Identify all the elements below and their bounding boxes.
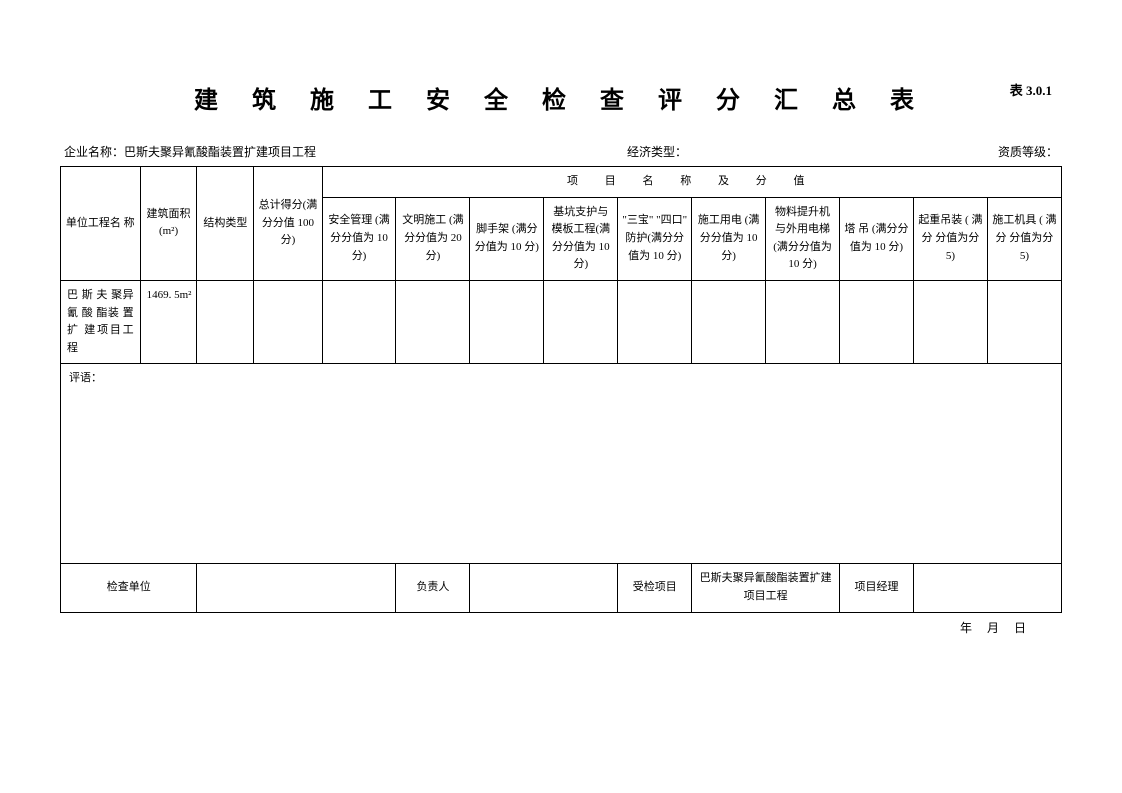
header-project-items: 项 目 名 称 及 分 值 (322, 167, 1061, 198)
header-item-7: 塔 吊 (满分分值为 10 分) (840, 197, 914, 280)
header-item-3: 基坑支护与模板工程(满分分值为 10 分) (544, 197, 618, 280)
cell-item-7 (840, 280, 914, 363)
header-item-8: 起重吊装 ( 满 分 分值为分 5) (913, 197, 987, 280)
cell-total-score (254, 280, 322, 363)
cell-item-8 (913, 280, 987, 363)
footer-responsible-value (470, 564, 618, 612)
header-item-5: 施工用电 (满分分值为 10 分) (692, 197, 766, 280)
footer-responsible-label: 负责人 (396, 564, 470, 612)
cell-item-6 (766, 280, 840, 363)
footer-check-unit-label: 检查单位 (61, 564, 197, 612)
header-item-2: 脚手架 (满分分值为 10 分) (470, 197, 544, 280)
cell-item-5 (692, 280, 766, 363)
footer-inspected-value: 巴斯夫聚异氰酸酯装置扩建项目工程 (692, 564, 840, 612)
cell-structure-type (197, 280, 254, 363)
qualification-level: 资质等级： (998, 143, 1058, 160)
cell-item-4 (618, 280, 692, 363)
comments-cell: 评语： (61, 364, 1062, 564)
summary-table: 单位工程名 称 建筑面积(m²) 结构类型 总计得分(满分分值 100 分) 项… (60, 166, 1062, 613)
footer-pm-value (913, 564, 1061, 612)
header-building-area: 建筑面积(m²) (140, 167, 197, 281)
page-title: 建 筑 施 工 安 全 检 查 评 分 汇 总 表 (194, 80, 928, 115)
header-item-4: "三宝" "四口" 防护(满分分值为 10 分) (618, 197, 692, 280)
meta-row: 企业名称：巴斯夫聚异氰酸酯装置扩建项目工程 经济类型： 资质等级： (60, 143, 1062, 160)
header-item-0: 安全管理 (满分分值为 10 分) (322, 197, 396, 280)
table-comments-row: 评语： (61, 364, 1062, 564)
header-item-1: 文明施工 (满分分值为 20 分) (396, 197, 470, 280)
cell-item-1 (396, 280, 470, 363)
table-data-row: 巴 斯 夫 聚异 氰 酸 酯装 置 扩 建项目工程 1469. 5m² (61, 280, 1062, 363)
footer-check-unit-value (197, 564, 396, 612)
header-total-score: 总计得分(满分分值 100 分) (254, 167, 322, 281)
company-name: 企业名称：巴斯夫聚异氰酸酯装置扩建项目工程 (64, 143, 316, 160)
header-structure-type: 结构类型 (197, 167, 254, 281)
table-number: 表 3.0.1 (1010, 80, 1052, 99)
table-header-row: 单位工程名 称 建筑面积(m²) 结构类型 总计得分(满分分值 100 分) 项… (61, 167, 1062, 198)
cell-unit-project: 巴 斯 夫 聚异 氰 酸 酯装 置 扩 建项目工程 (61, 280, 141, 363)
economic-type: 经济类型： (627, 143, 687, 160)
cell-building-area: 1469. 5m² (140, 280, 197, 363)
cell-item-3 (544, 280, 618, 363)
cell-item-9 (987, 280, 1061, 363)
footer-pm-label: 项目经理 (840, 564, 914, 612)
cell-item-2 (470, 280, 544, 363)
cell-item-0 (322, 280, 396, 363)
table-footer-row: 检查单位 负责人 受检项目 巴斯夫聚异氰酸酯装置扩建项目工程 项目经理 (61, 564, 1062, 612)
footer-inspected-label: 受检项目 (618, 564, 692, 612)
header-unit-project: 单位工程名 称 (61, 167, 141, 281)
header-item-9: 施工机具 ( 满 分 分值为分 5) (987, 197, 1061, 280)
date-line: 年 月 日 (60, 613, 1062, 636)
header-item-6: 物料提升机与外用电梯(满分分值为 10 分) (766, 197, 840, 280)
